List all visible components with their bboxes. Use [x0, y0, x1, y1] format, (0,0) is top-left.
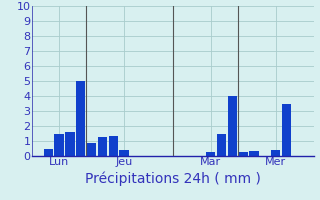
Bar [65, 132, 75, 156]
Bar [271, 150, 280, 156]
Bar [119, 150, 129, 156]
Bar [44, 148, 53, 156]
Bar [282, 104, 291, 156]
Bar [76, 81, 85, 156]
Bar [228, 96, 237, 156]
X-axis label: Précipitations 24h ( mm ): Précipitations 24h ( mm ) [85, 172, 261, 186]
Bar [108, 136, 118, 156]
Bar [98, 137, 107, 156]
Bar [217, 134, 226, 156]
Bar [239, 152, 248, 156]
Bar [206, 152, 215, 156]
Bar [54, 134, 64, 156]
Bar [249, 151, 259, 156]
Bar [87, 142, 96, 156]
